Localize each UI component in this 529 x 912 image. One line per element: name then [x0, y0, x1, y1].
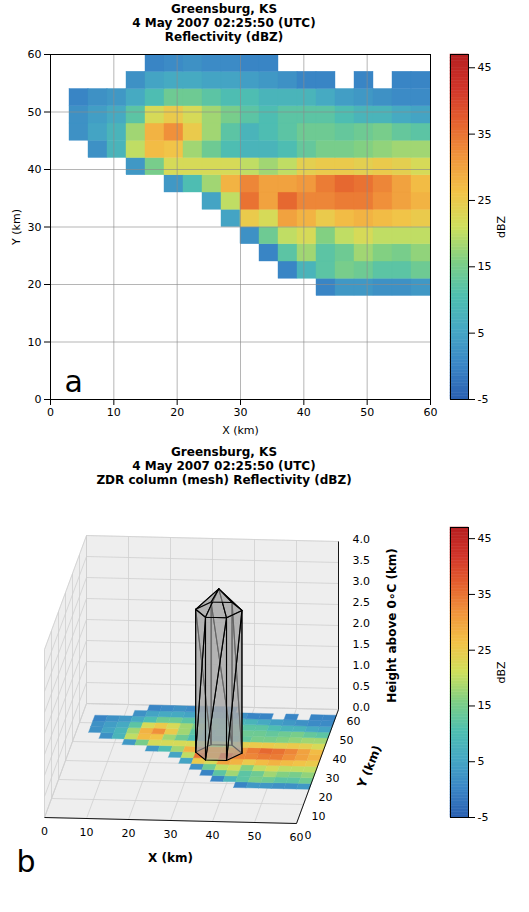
- svg-text:0: 0: [305, 829, 312, 842]
- svg-text:20: 20: [28, 278, 42, 291]
- svg-text:dBZ: dBZ: [495, 216, 508, 239]
- html-text:4 May 2007 02:25:50 (UTC): 4 May 2007 02:25:50 (UTC): [132, 16, 316, 30]
- svg-text:45: 45: [478, 61, 492, 74]
- svg-text:50: 50: [340, 734, 354, 747]
- svg-text:20: 20: [170, 406, 184, 419]
- html-text:Greensburg, KS: Greensburg, KS: [171, 2, 277, 16]
- svg-text:1.5: 1.5: [353, 638, 371, 651]
- svg-text:60: 60: [290, 831, 304, 844]
- svg-text:Y (km): Y (km): [354, 743, 384, 790]
- svg-text:3.5: 3.5: [353, 554, 371, 567]
- svg-text:40: 40: [333, 753, 347, 766]
- svg-text:5: 5: [478, 327, 485, 340]
- svg-text:3.0: 3.0: [353, 575, 371, 588]
- html-text:Greensburg, KS: Greensburg, KS: [171, 445, 277, 459]
- svg-text:X (km): X (km): [222, 424, 259, 437]
- svg-text:Height above 0∘C (km): Height above 0∘C (km): [385, 548, 399, 703]
- svg-text:50: 50: [28, 106, 42, 119]
- svg-text:35: 35: [478, 588, 492, 601]
- svg-text:0: 0: [41, 825, 48, 838]
- svg-text:b: b: [17, 844, 36, 879]
- svg-text:40: 40: [297, 406, 311, 419]
- svg-text:40: 40: [28, 163, 42, 176]
- svg-text:2.0: 2.0: [353, 617, 371, 630]
- svg-text:0: 0: [35, 393, 42, 406]
- svg-text:25: 25: [478, 194, 492, 207]
- svg-text:Y (km): Y (km): [10, 209, 23, 246]
- svg-text:10: 10: [312, 810, 326, 823]
- svg-text:10: 10: [107, 406, 121, 419]
- svg-text:30: 30: [164, 828, 178, 841]
- svg-text:30: 30: [326, 772, 340, 785]
- svg-text:45: 45: [478, 532, 492, 545]
- svg-text:5: 5: [478, 755, 485, 768]
- svg-text:60: 60: [28, 48, 42, 61]
- svg-text:50: 50: [360, 406, 374, 419]
- svg-text:50: 50: [248, 830, 262, 843]
- svg-text:-5: -5: [478, 811, 489, 824]
- svg-text:30: 30: [234, 406, 248, 419]
- svg-text:10: 10: [80, 826, 94, 839]
- svg-text:0.0: 0.0: [353, 701, 371, 714]
- svg-text:-5: -5: [478, 393, 489, 406]
- svg-text:0.5: 0.5: [353, 680, 371, 693]
- svg-text:2.5: 2.5: [353, 596, 371, 609]
- html-text:Reflectivity (dBZ): Reflectivity (dBZ): [164, 30, 284, 44]
- svg-text:a: a: [65, 364, 83, 399]
- svg-text:0: 0: [47, 406, 54, 419]
- svg-text:60: 60: [347, 715, 361, 728]
- svg-text:15: 15: [478, 260, 492, 273]
- svg-text:25: 25: [478, 644, 492, 657]
- svg-text:20: 20: [319, 791, 333, 804]
- html-text:ZDR column (mesh) Reflectivity: ZDR column (mesh) Reflectivity (dBZ): [96, 473, 352, 487]
- svg-text:20: 20: [122, 827, 136, 840]
- svg-text:30: 30: [28, 221, 42, 234]
- svg-text:35: 35: [478, 128, 492, 141]
- svg-text:60: 60: [424, 406, 438, 419]
- svg-text:10: 10: [28, 336, 42, 349]
- svg-text:1.0: 1.0: [353, 659, 371, 672]
- svg-text:dBZ: dBZ: [495, 661, 508, 684]
- svg-text:40: 40: [206, 829, 220, 842]
- svg-text:15: 15: [478, 699, 492, 712]
- svg-text:X (km): X (km): [148, 851, 193, 865]
- svg-text:4.0: 4.0: [353, 533, 371, 546]
- html-text:4 May 2007 02:25:50 (UTC): 4 May 2007 02:25:50 (UTC): [132, 459, 316, 473]
